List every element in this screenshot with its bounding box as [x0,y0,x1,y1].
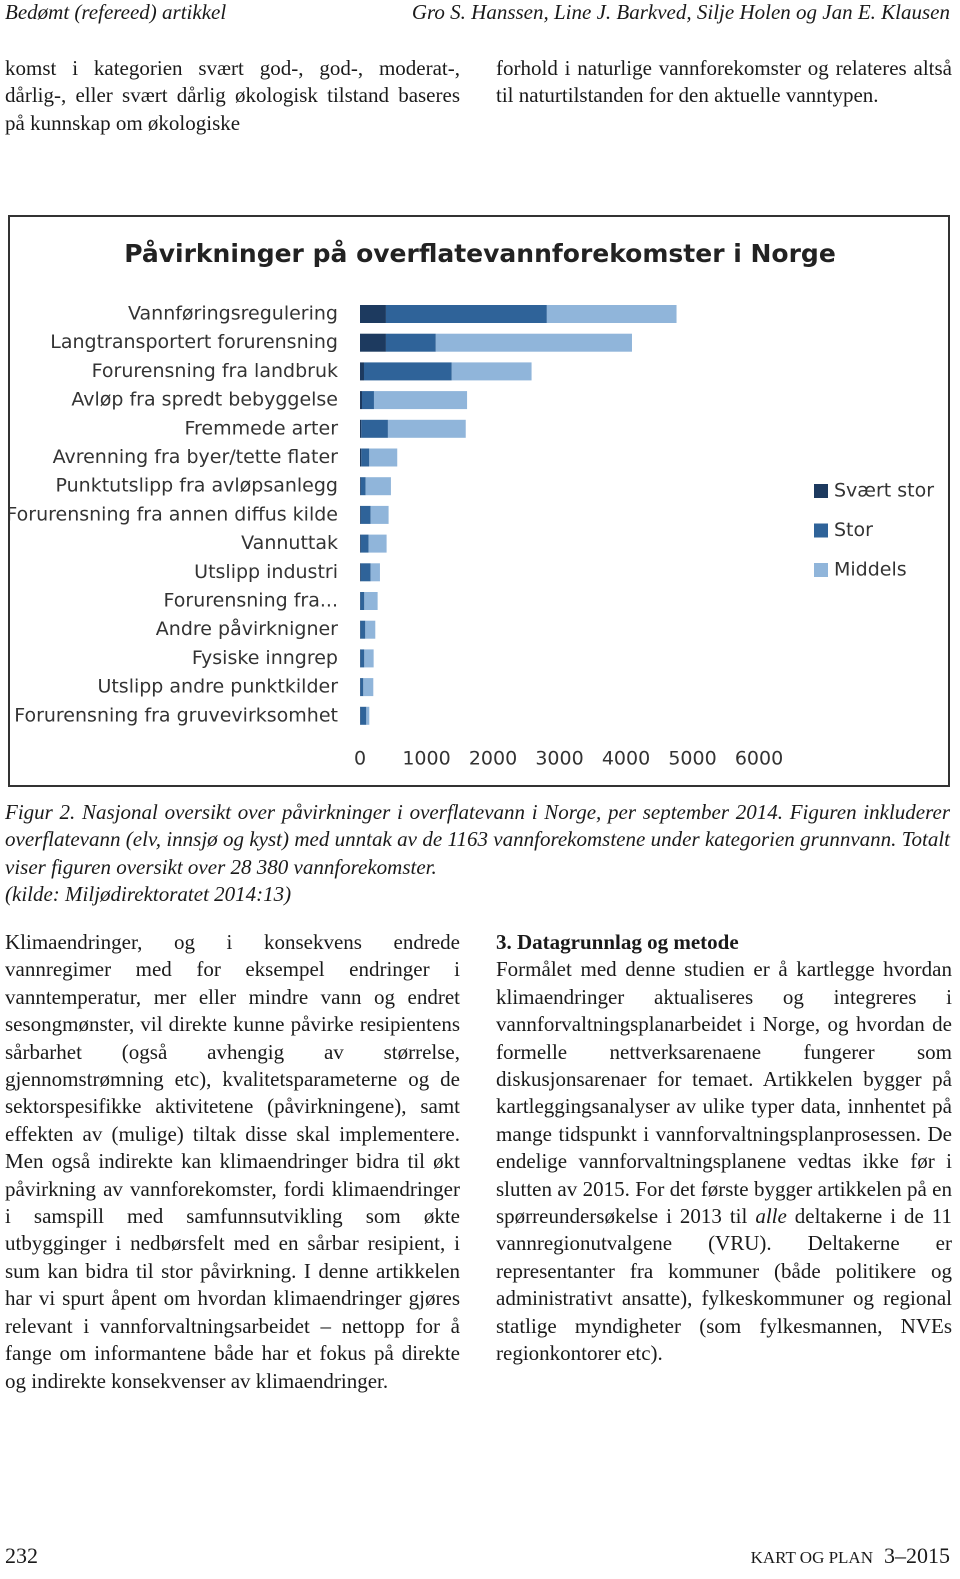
bar-segment [387,419,466,438]
caption-text: Figur 2. Nasjonal oversikt over påvirkni… [5,800,950,879]
bar-segment [360,477,366,496]
bar-segment [369,448,398,467]
bar-segment [360,477,361,496]
journal: KART OG PLAN 3–2015 [751,1543,950,1569]
bar-segment [366,706,370,725]
figure: Påvirkninger på overflatevannforekomster… [8,215,950,787]
y-tick-label: Utslipp andre punktkilder [97,676,338,698]
bar-segment [364,649,374,668]
footer: 232 KART OG PLAN 3–2015 [5,1543,950,1569]
bar-segment [360,534,361,553]
bar-segment [361,448,370,467]
y-tick-label: Langtransportert forurensning [50,331,338,353]
body-right: 3. Datagrunnlag og metode Formålet med d… [496,929,952,1368]
x-tick-label: 0 [354,748,366,770]
x-tick-label: 3000 [535,748,583,770]
bar-segment [385,305,547,323]
bar-segment [360,505,361,524]
legend-swatch [814,484,828,498]
header-authors: Gro S. Hanssen, Line J. Barkved, Silje H… [411,0,950,24]
legend-swatch [814,523,828,538]
bar-segment [360,362,364,381]
bar-segment [360,678,364,697]
header-label: Bedømt (refereed) artikkel [5,0,227,24]
intro-right: forhold i naturlige vannforekomster og r… [496,56,952,108]
issue: 3–2015 [884,1543,950,1568]
y-tick-label: Fremmede arter [184,417,338,439]
y-tick-label: Avrenning fra byer/tette flater [53,446,339,468]
legend-swatch [814,563,828,577]
bar-segment [368,534,387,553]
bar-segment [360,620,366,639]
y-tick-label: Forurensning fra gruvevirksomhet [14,704,338,726]
bar-segment [370,563,380,582]
bar-segment [363,678,374,697]
bar-segment [373,391,468,410]
bar-segment [546,305,677,323]
running-header: Bedømt (refereed) artikkel Gro S. Hansse… [5,0,950,25]
bar-segment [360,391,362,410]
y-tick-label: Forurensning fra annen diffus kilde [10,503,338,525]
bar-segment [360,563,371,582]
y-tick-label: Vannføringsregulering [128,303,338,325]
x-tick-label: 6000 [735,748,783,770]
figure-caption: Figur 2. Nasjonal oversikt over påvirkni… [5,799,950,909]
bar-segment [364,592,378,610]
bar-segment [360,706,367,725]
chart-title: Påvirkninger på overflatevannforekomster… [124,239,836,268]
x-tick-label: 4000 [602,748,650,770]
bar-segment [365,477,391,496]
y-tick-label: Utslipp industri [194,561,338,583]
bar-segment [361,419,388,438]
section-heading: 3. Datagrunnlag og metode [496,930,739,954]
emphasis: alle [755,1204,787,1229]
bar-segment [360,448,362,467]
legend-label: Stor [834,519,873,541]
paragraph: deltakerne i de 11 vannregionutvalgene (… [496,1204,952,1366]
y-tick-label: Fysiske inngrep [192,647,338,669]
bar-segment [360,419,362,438]
bar-segment [360,505,371,524]
x-tick-label: 5000 [668,748,716,770]
bar-segment [360,592,365,610]
bar-segment [370,505,389,524]
y-tick-label: Avløp fra spredt bebyggelse [71,389,338,411]
y-tick-label: Andre påvirknigner [156,617,338,640]
y-tick-label: Forurensning fra... [164,590,338,612]
page-number: 232 [5,1543,38,1568]
bar-segment [360,563,361,582]
paragraph: Formålet med denne studien er å kartlegg… [496,957,952,1229]
bar-segment [385,333,436,352]
legend-label: Svært stor [834,480,934,502]
x-tick-label: 2000 [469,748,517,770]
journal-name: KART OG PLAN [750,1548,873,1567]
bar-segment [363,362,452,381]
y-tick-label: Vannuttak [241,532,338,554]
chart: Påvirkninger på overflatevannforekomster… [10,239,934,770]
bar-segment [451,362,532,381]
bar-segment [360,649,365,668]
bar-segment [360,534,369,553]
bar-segment [361,391,374,410]
intro-left: komst i kategorien svært god-, god-, mod… [5,56,460,135]
y-tick-label: Punktutslipp fra avløpsanlegg [56,475,338,497]
bar-segment [360,305,386,323]
caption-source: (kilde: Miljødirektoratet 2014:13) [5,882,292,907]
body-left: Klimaendringer, og i konsekvens endrede … [5,930,460,1393]
x-tick-label: 1000 [402,748,450,770]
bar-segment [360,333,386,352]
bar-segment [365,620,376,639]
legend-label: Middels [834,559,907,581]
y-tick-label: Forurensning fra landbruk [92,360,338,382]
bar-segment [435,333,632,352]
